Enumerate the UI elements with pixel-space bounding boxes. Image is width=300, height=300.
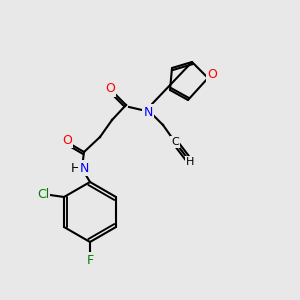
Text: N: N — [143, 106, 153, 118]
Text: N: N — [79, 161, 89, 175]
Text: H: H — [186, 157, 194, 167]
Text: O: O — [105, 82, 115, 95]
Text: Cl: Cl — [37, 188, 49, 202]
Text: O: O — [207, 68, 217, 80]
Text: H: H — [70, 161, 80, 175]
Text: C: C — [171, 137, 179, 147]
Text: F: F — [86, 254, 94, 266]
Text: O: O — [62, 134, 72, 146]
